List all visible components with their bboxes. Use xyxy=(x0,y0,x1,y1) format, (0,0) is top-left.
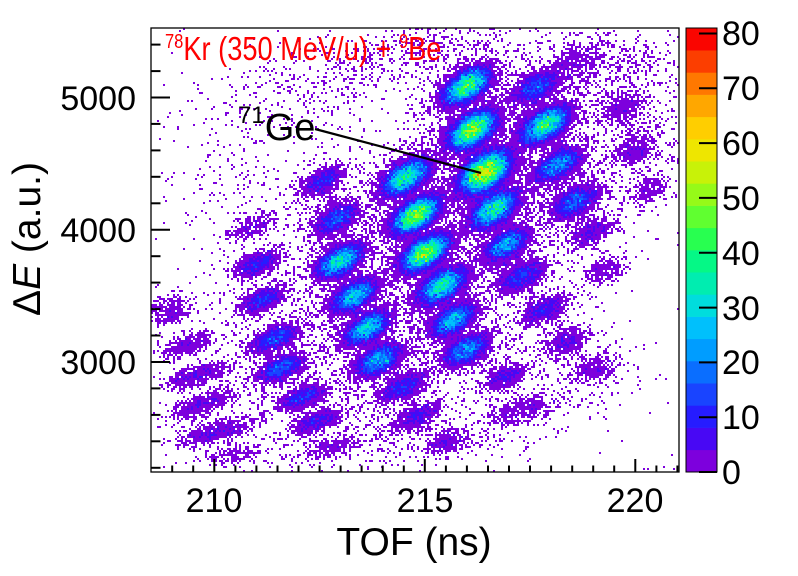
svg-text:40: 40 xyxy=(722,235,760,273)
svg-text:20: 20 xyxy=(722,344,760,382)
svg-text:78Kr (350 MeV/u) + 9Be: 78Kr (350 MeV/u) + 9Be xyxy=(165,29,441,67)
svg-text:ΔE (a.u.): ΔE (a.u.) xyxy=(6,162,49,316)
svg-text:0: 0 xyxy=(722,454,741,492)
svg-text:60: 60 xyxy=(722,125,760,163)
svg-text:210: 210 xyxy=(186,482,243,520)
svg-text:215: 215 xyxy=(397,482,454,520)
svg-text:5000: 5000 xyxy=(60,80,136,118)
svg-text:TOF (ns): TOF (ns) xyxy=(336,521,491,564)
svg-text:80: 80 xyxy=(722,15,760,53)
svg-text:4000: 4000 xyxy=(60,212,136,250)
svg-text:71Ge: 71Ge xyxy=(238,102,315,149)
svg-text:3000: 3000 xyxy=(60,344,136,382)
svg-text:220: 220 xyxy=(607,482,664,520)
svg-text:50: 50 xyxy=(722,180,760,218)
svg-text:70: 70 xyxy=(722,70,760,108)
svg-text:10: 10 xyxy=(722,399,760,437)
svg-text:30: 30 xyxy=(722,290,760,328)
